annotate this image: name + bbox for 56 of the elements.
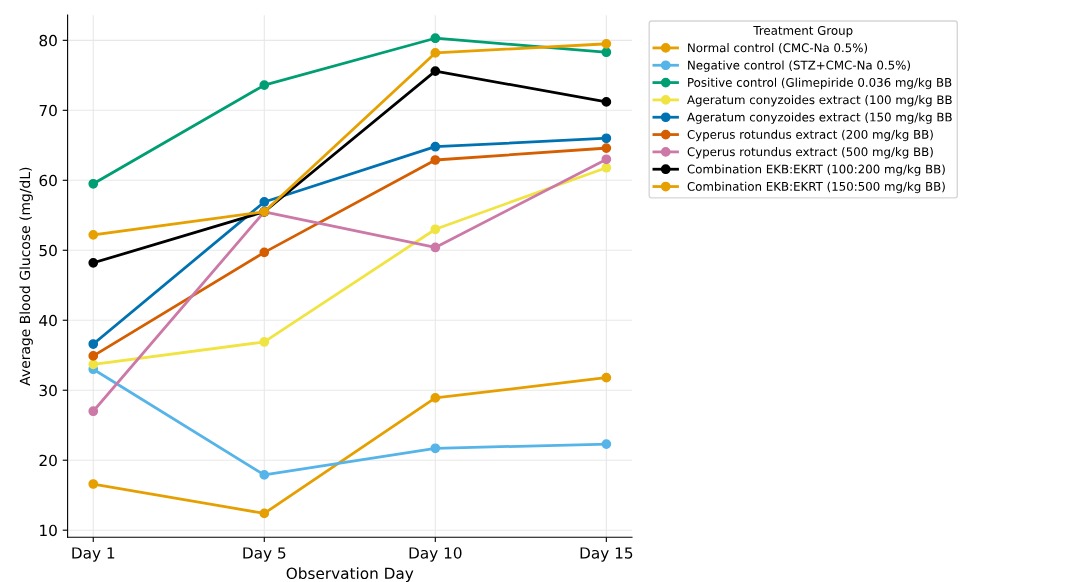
y-tick-label: 40 (39, 314, 57, 327)
y-tick-label: 80 (39, 34, 57, 47)
point (601, 38, 612, 49)
point (259, 80, 270, 90)
point (601, 154, 612, 165)
point (88, 359, 99, 370)
point (430, 48, 441, 58)
legend-label: Combination EKB:EKRT (100:200 mg/kg BB) (687, 164, 945, 176)
point (88, 406, 99, 417)
point (259, 197, 270, 207)
point (601, 439, 612, 449)
x-tick-label: Day 10 (409, 547, 462, 562)
point (88, 479, 99, 489)
legend-title: Treatment Group (753, 25, 853, 38)
point (601, 372, 612, 383)
point (601, 97, 612, 107)
legend-label: Ageratum conyzoides extract (100 mg/kg BB (687, 95, 952, 107)
point (430, 141, 441, 152)
legend-label: Normal control (CMC-Na 0.5%) (688, 43, 868, 54)
point (430, 33, 441, 44)
legend-label: Cyperus rotundus extract (200 mg/kg BB) (687, 129, 933, 142)
legend-label: Negative control (STZ+CMC-Na 0.5%) (688, 60, 910, 72)
y-tick-label: 30 (39, 384, 57, 397)
y-tick-label: 70 (39, 104, 57, 117)
point (601, 47, 612, 58)
x-axis-title: Observation Day (286, 567, 414, 582)
y-tick-label: 20 (39, 454, 57, 467)
point (88, 230, 99, 240)
legend-label: Combination EKB:EKRT (150:500 mg/kg BB) (687, 181, 945, 194)
x-tick-label: Day 15 (580, 547, 633, 562)
point (259, 247, 270, 258)
point (88, 258, 99, 268)
point (259, 508, 270, 519)
point (601, 143, 612, 153)
y-tick-label: 10 (40, 524, 57, 537)
point (88, 339, 99, 349)
point (88, 178, 99, 189)
point (259, 470, 270, 480)
legend-label: Ageratum conyzoides extract (150 mg/kg BB (687, 112, 952, 124)
point (430, 393, 441, 403)
point (88, 351, 99, 361)
point (430, 224, 441, 235)
point (430, 155, 441, 165)
legend-label: Cyperus rotundus extract (500 mg/kg BB) (687, 147, 933, 159)
y-tick-label: 60 (39, 174, 57, 187)
point (430, 66, 441, 76)
x-tick-label: Day 1 (72, 547, 115, 562)
y-axis-title: Average Blood Glucose (mg/dL) (19, 167, 33, 386)
point (430, 242, 441, 253)
point (430, 443, 441, 454)
point (259, 337, 270, 347)
point (601, 162, 612, 173)
legend-label: Positive control (Glimepiride 0.036 mg/kg BB (688, 77, 952, 90)
point (601, 133, 612, 144)
y-tick-label: 50 (39, 244, 57, 257)
x-tick-label: Day 5 (243, 547, 286, 562)
